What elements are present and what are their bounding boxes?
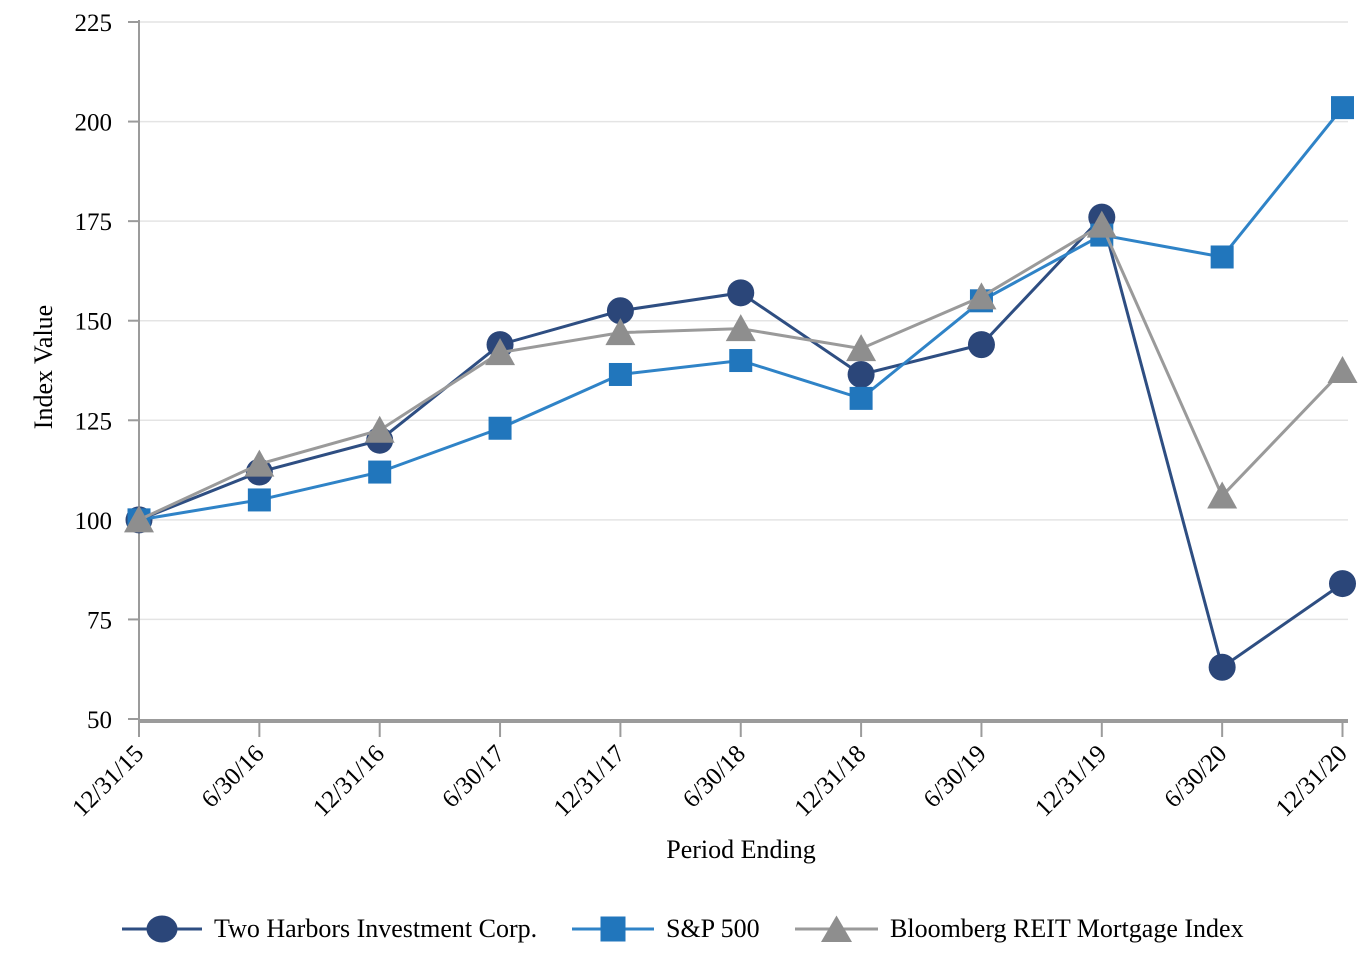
data-point-triangle <box>1207 481 1238 509</box>
data-point-circle <box>1329 570 1356 598</box>
data-point-square <box>1210 245 1234 269</box>
y-tick-label: 50 <box>87 707 112 734</box>
x-tick-label: 6/30/16 <box>196 740 269 813</box>
x-tick-label: 6/30/20 <box>1159 740 1232 813</box>
y-tick-label: 175 <box>75 209 113 236</box>
x-axis-title: Period Ending <box>666 835 816 864</box>
y-tick-label: 225 <box>75 10 113 37</box>
x-tick-label: 12/31/15 <box>67 740 149 822</box>
data-point-triangle <box>1327 355 1358 383</box>
data-point-square <box>608 362 632 386</box>
data-point-triangle <box>1086 210 1117 238</box>
data-point-square <box>488 416 512 440</box>
data-point-triangle <box>605 318 636 346</box>
y-tick-label: 75 <box>87 607 112 634</box>
legend-item-two-harbors: Two Harbors Investment Corp. <box>122 912 537 946</box>
legend-item-sp500: S&P 500 <box>572 912 760 946</box>
data-point-square <box>368 460 392 484</box>
triangle-marker-icon <box>795 915 878 942</box>
data-point-circle <box>1208 653 1236 681</box>
data-point-triangle <box>485 338 516 366</box>
data-point-square <box>849 386 873 410</box>
data-point-triangle <box>966 282 997 310</box>
circle-marker-icon <box>122 915 202 943</box>
series-line-2 <box>138 222 1344 522</box>
data-point-circle <box>847 360 875 388</box>
data-point-circle <box>727 279 755 307</box>
series-line-1 <box>138 106 1344 522</box>
legend-item-bloomberg-reit: Bloomberg REIT Mortgage Index <box>795 912 1244 946</box>
x-tick-label: 6/30/18 <box>678 740 751 813</box>
y-axis-title: Index Value <box>29 304 58 430</box>
data-point-triangle <box>124 505 154 533</box>
y-tick-label: 200 <box>75 110 113 137</box>
legend-label-sp500: S&P 500 <box>666 914 760 943</box>
legend-label-bloomberg-reit: Bloomberg REIT Mortgage Index <box>890 914 1244 943</box>
x-tick-label: 6/30/19 <box>919 740 992 813</box>
data-point-circle <box>606 297 634 325</box>
y-tick-label: 100 <box>75 508 113 535</box>
chart-legend: Two Harbors Investment Corp. S&P 500 Blo… <box>0 912 1364 948</box>
data-point-triangle <box>725 314 756 342</box>
square-marker-icon <box>572 916 654 942</box>
y-tick-label: 125 <box>75 408 113 435</box>
x-tick-label: 6/30/17 <box>437 740 510 813</box>
data-point-triangle <box>364 415 395 443</box>
legend-label-two-harbors: Two Harbors Investment Corp. <box>214 914 538 943</box>
data-point-triangle <box>846 334 877 362</box>
x-tick-label: 12/31/16 <box>308 740 390 822</box>
data-point-square <box>1331 96 1354 120</box>
data-point-square <box>729 349 753 373</box>
y-tick-label: 150 <box>75 309 113 336</box>
x-tick-label: 12/31/20 <box>1271 740 1353 822</box>
data-point-circle <box>967 331 995 359</box>
data-point-square <box>247 488 271 512</box>
data-point-triangle <box>244 449 275 477</box>
x-tick-label: 12/31/17 <box>549 740 631 822</box>
x-tick-label: 12/31/19 <box>1030 740 1112 822</box>
x-tick-label: 12/31/18 <box>789 740 871 822</box>
